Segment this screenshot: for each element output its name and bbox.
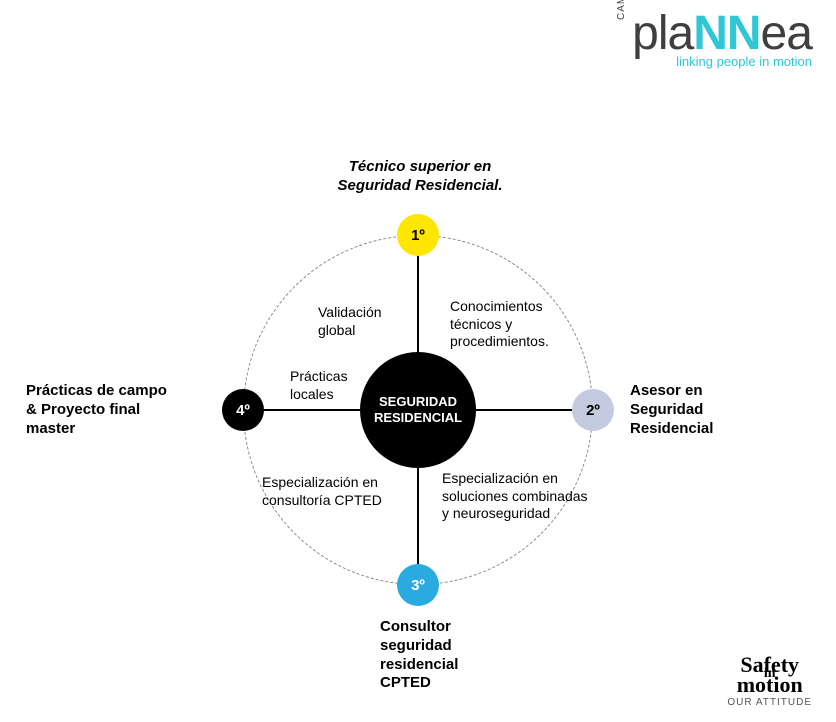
outer-label-top: Técnico superior enSeguridad Residencial… [300, 158, 540, 196]
quadrant-label-bottom-left: Especialización enconsultoría CPTED [262, 474, 442, 509]
outer-label-right: Asesor enSeguridadResidencial [630, 382, 790, 438]
node-n3: 3º [397, 564, 439, 606]
page: CAMPUS plaNNea linking people in motion … [0, 0, 836, 722]
node-n1: 1º [397, 214, 439, 256]
node-n4: 4º [222, 389, 264, 431]
radial-diagram: SEGURIDAD RESIDENCIAL1º2º3º4ºTécnico sup… [0, 0, 836, 722]
quadrant-label-top-left-upper: Validaciónglobal [318, 304, 428, 339]
footer-logo: Safety in motion OUR ATTITUDE [727, 656, 812, 708]
footer-logo-subtitle: OUR ATTITUDE [727, 697, 812, 708]
quadrant-label-top-left-lower: Prácticaslocales [290, 368, 400, 403]
quadrant-label-bottom-right: Especialización ensoluciones combinadasy… [442, 470, 642, 523]
outer-label-left: Prácticas de campo& Proyecto finalmaster [26, 382, 216, 438]
node-n2: 2º [572, 389, 614, 431]
outer-label-bottom: ConsultorseguridadresidencialCPTED [380, 618, 520, 693]
footer-logo-line3: motion [727, 676, 812, 695]
quadrant-label-top-right: Conocimientostécnicos yprocedimientos. [450, 298, 600, 351]
